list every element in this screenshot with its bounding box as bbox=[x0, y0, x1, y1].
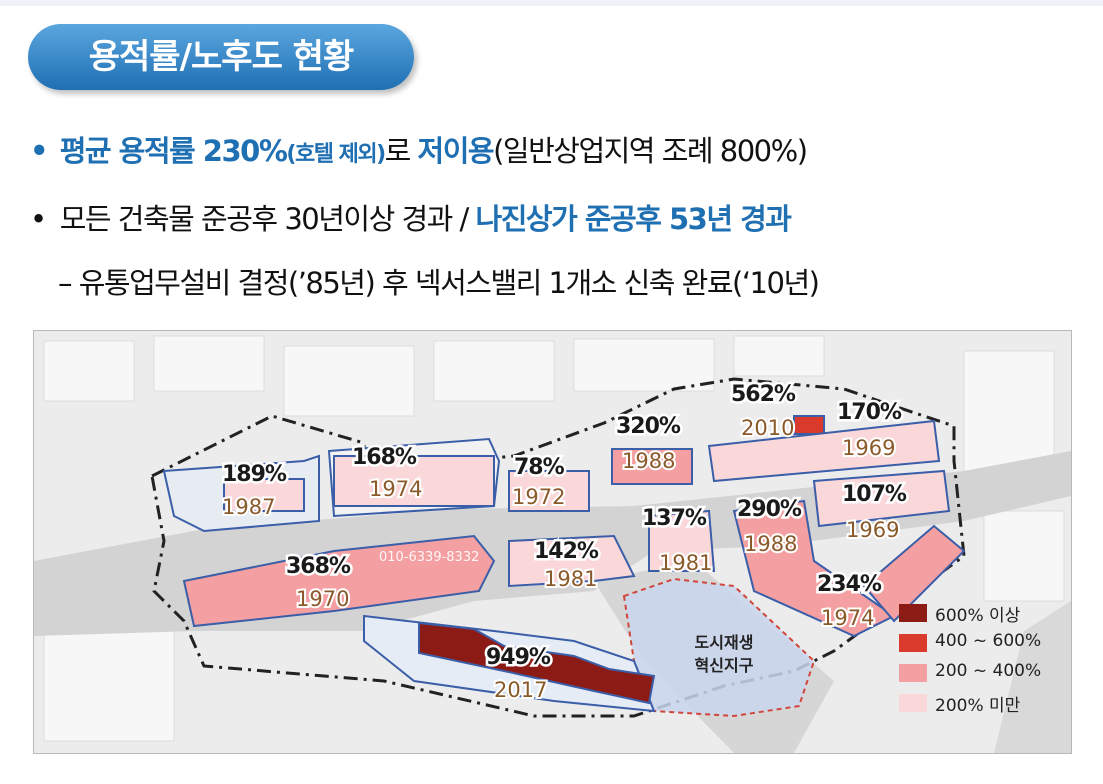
pct-137: 137% bbox=[642, 506, 707, 531]
blocks bbox=[162, 415, 966, 713]
legend-label: 200% 미만 bbox=[935, 696, 1021, 716]
year-1969b: 1969 bbox=[846, 518, 899, 542]
legend-swatch bbox=[899, 604, 927, 622]
block-189 bbox=[223, 478, 305, 512]
block-137 bbox=[648, 509, 716, 572]
bullet2-plain: 모든 건축물 준공후 30년이상 경과 / bbox=[59, 202, 476, 236]
block-170 bbox=[707, 419, 941, 483]
bullet-dot: • bbox=[30, 134, 49, 168]
legend-swatch bbox=[899, 664, 927, 682]
block-949 bbox=[418, 621, 656, 705]
far-map: 도시재생 혁신지구 010-6339-8332 189% 1987 bbox=[33, 330, 1072, 754]
low-use-emphasis: 저이용 bbox=[417, 134, 495, 168]
year-1972: 1972 bbox=[512, 485, 565, 509]
year-1988a: 1988 bbox=[622, 449, 675, 473]
najin-age-emphasis: 나진상가 준공후 53년 경과 bbox=[475, 202, 792, 236]
legend-label: 200 ~ 400% bbox=[935, 661, 1042, 681]
block-234 bbox=[862, 524, 966, 623]
sub-bullet: – 유통업무설비 결정(’85년) 후 넥서스밸리 1개소 신축 완료(‘10년… bbox=[58, 266, 820, 300]
block-107 bbox=[812, 469, 951, 528]
pct-168: 168% bbox=[352, 445, 417, 470]
pct-107: 107% bbox=[842, 482, 907, 507]
legend-swatch bbox=[899, 694, 927, 712]
year-1988b: 1988 bbox=[744, 532, 797, 556]
year-1981b: 1981 bbox=[659, 551, 712, 575]
block-562 bbox=[793, 415, 825, 435]
pct-189: 189% bbox=[222, 462, 287, 487]
pct-320: 320% bbox=[616, 414, 681, 439]
watermark: 010-6339-8332 bbox=[379, 550, 479, 565]
block-78 bbox=[508, 470, 590, 512]
legend-swatch bbox=[899, 634, 927, 652]
bullet-building-age: • 모든 건축물 준공후 30년이상 경과 / 나진상가 준공후 53년 경과 bbox=[30, 196, 792, 238]
year-1981a: 1981 bbox=[544, 567, 597, 591]
legend-label: 400 ~ 600% bbox=[935, 631, 1042, 651]
block-labels: 189% 1987 168% 1974 78% 1972 320% 1988 5… bbox=[220, 380, 911, 705]
year-2010: 2010 bbox=[741, 416, 794, 440]
pct-234: 234% bbox=[817, 572, 882, 597]
block-368 bbox=[182, 534, 496, 628]
pct-562: 562% bbox=[731, 382, 796, 407]
block-320 bbox=[611, 448, 693, 485]
year-1987: 1987 bbox=[222, 495, 275, 519]
rail-area bbox=[994, 601, 1071, 753]
avg-far-emphasis: 평균 용적률 230% bbox=[59, 134, 288, 168]
bullet-avg-far: • 평균 용적률 230%(호텔 제외)로 저이용(일반상업지역 조례 800%… bbox=[30, 128, 808, 170]
pct-170: 170% bbox=[837, 400, 902, 425]
block-168 bbox=[333, 455, 495, 507]
bullet1-mid: 로 bbox=[384, 134, 418, 168]
year-2017: 2017 bbox=[494, 678, 547, 702]
bullet1-rest: (일반상업지역 조례 800%) bbox=[493, 134, 808, 168]
year-1974a: 1974 bbox=[369, 477, 422, 501]
year-1970: 1970 bbox=[296, 587, 349, 611]
bullet-dot: • bbox=[30, 202, 47, 236]
page-title: 용적률/노후도 현황 bbox=[28, 24, 414, 90]
hotel-excluded-note: (호텔 제외) bbox=[286, 142, 386, 167]
map-canvas: 도시재생 혁신지구 010-6339-8332 189% 1987 bbox=[34, 331, 1071, 753]
pct-290: 290% bbox=[737, 497, 802, 522]
pct-142: 142% bbox=[534, 539, 599, 564]
zone-label-line2: 혁신지구 bbox=[695, 656, 754, 675]
year-1974b: 1974 bbox=[821, 606, 874, 630]
zone-label-line1: 도시재생 bbox=[695, 633, 754, 652]
year-1969a: 1969 bbox=[842, 436, 895, 460]
pct-368: 368% bbox=[286, 554, 351, 579]
legend-label: 600% 이상 bbox=[935, 606, 1021, 626]
top-border bbox=[0, 0, 1103, 6]
pct-949: 949% bbox=[486, 645, 551, 670]
pct-78: 78% bbox=[514, 455, 565, 480]
block-142 bbox=[508, 534, 636, 588]
context-buildings bbox=[43, 335, 1065, 742]
